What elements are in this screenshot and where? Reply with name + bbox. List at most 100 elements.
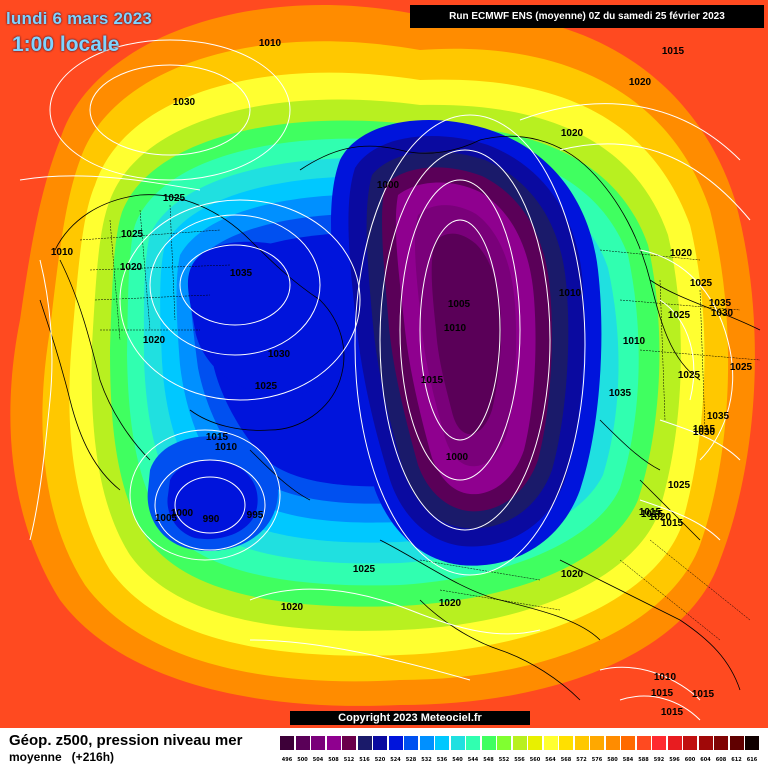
legend-label: 592 [653, 757, 665, 763]
legend-label: 576 [591, 757, 603, 763]
legend-swatch [481, 736, 496, 750]
pressure-label: 1015 [651, 688, 674, 699]
legend-swatch [280, 736, 294, 750]
legend-swatch [528, 736, 542, 750]
legend-label: 524 [390, 757, 401, 763]
legend-label: 500 [297, 757, 308, 763]
eurasian-trough [331, 120, 602, 566]
legend-swatch [605, 736, 620, 750]
pressure-label: 990 [203, 514, 220, 525]
borders [79, 204, 761, 641]
legend-swatch [621, 736, 635, 750]
pressure-label: 1020 [649, 512, 672, 523]
pressure-label: 1015 [661, 707, 684, 718]
legend-label: 548 [483, 757, 494, 763]
pressure-label: 1035 [609, 388, 632, 399]
legend-label: 516 [359, 757, 370, 763]
legend-swatch [559, 736, 573, 750]
legend-swatch [295, 736, 310, 750]
pressure-label: 995 [247, 510, 264, 521]
pressure-label: 1015 [639, 507, 662, 518]
product-subtitle: moyenne (+216h) [9, 750, 115, 764]
pressure-label: 1020 [143, 335, 166, 346]
isobars [19, 39, 751, 721]
pressure-label: 1010 [654, 672, 677, 683]
legend-swatch [652, 736, 666, 750]
pressure-label: 1025 [121, 229, 144, 240]
legend-swatch [466, 736, 480, 750]
pressure-label: 1025 [255, 381, 278, 392]
pressure-label: 1010 [215, 442, 238, 453]
pressure-label: 1005 [155, 513, 178, 524]
pressure-label: 1015 [661, 518, 684, 529]
pressure-label: 1035 [707, 411, 730, 422]
legend-label: 540 [452, 757, 463, 763]
legend-swatch [435, 736, 449, 750]
legend-swatch [667, 736, 682, 750]
legend-swatch [388, 736, 403, 750]
pressure-label: 1020 [629, 77, 652, 88]
legend-label: 580 [607, 757, 618, 763]
pressure-label: 1005 [448, 299, 471, 310]
legend-label: 504 [312, 757, 324, 763]
pressure-label: 1015 [662, 46, 685, 57]
pressure-label: 1010 [559, 288, 582, 299]
pressure-label: 1015 [206, 432, 229, 443]
legend-label: 560 [529, 757, 541, 763]
legend-label: 588 [638, 757, 649, 763]
pressure-labels: 1010 1030 1025 1025 1020 1010 1035 1020 1030 1025… [51, 38, 753, 718]
pressure-label: 1030 [268, 349, 291, 360]
forecast-date: lundi 6 mars 2023 [6, 9, 153, 28]
pressure-label: 1035 [709, 298, 732, 309]
legend-swatch [357, 736, 372, 750]
forecast-hour: 1:00 locale [12, 33, 120, 56]
legend-swatch [574, 736, 589, 750]
pressure-label: 1010 [259, 38, 282, 49]
pressure-label: 1010 [444, 323, 467, 334]
legend-label: 600 [684, 757, 696, 763]
coastlines [39, 135, 761, 701]
pressure-label: 1020 [439, 598, 462, 609]
pressure-label: 1025 [730, 362, 753, 373]
legend-label: 608 [715, 757, 727, 763]
pressure-label: 1015 [421, 375, 444, 386]
legend-swatch [497, 736, 511, 750]
legend-label: 544 [467, 757, 479, 763]
legend-swatch [326, 736, 341, 750]
legend-swatch [745, 736, 759, 750]
legend-label: 596 [669, 757, 680, 763]
pressure-label: 1000 [377, 180, 400, 191]
geopotential-map: 1010 1030 1025 1025 1020 1010 1035 1020 1030 1025… [0, 0, 768, 728]
pressure-label: 1020 [561, 569, 584, 580]
legend-swatch [342, 736, 356, 750]
legend-swatch [714, 736, 728, 750]
pressure-label: 1010 [51, 247, 74, 258]
legend-swatch [543, 736, 558, 750]
legend-swatch [698, 736, 713, 750]
pressure-label: 1025 [678, 370, 701, 381]
legend-swatch [636, 736, 651, 750]
pressure-label: 1000 [171, 508, 194, 519]
pressure-label: 1010 [623, 336, 646, 347]
pressure-label: 1025 [668, 480, 691, 491]
legend-label: 572 [576, 757, 587, 763]
legend-label: 496 [281, 757, 293, 763]
legend-label: 552 [498, 757, 510, 763]
pressure-label: 1030 [711, 308, 734, 319]
legend-swatch [590, 736, 604, 750]
legend-label: 520 [374, 757, 386, 763]
legend-label: 564 [545, 757, 556, 763]
pressure-label: 1020 [670, 248, 693, 259]
pressure-label: 1020 [561, 128, 584, 139]
legend-swatch [419, 736, 434, 750]
arctic-trough [187, 241, 356, 396]
legend-label: 536 [436, 757, 448, 763]
legend-swatch [404, 736, 418, 750]
pressure-label: 1020 [281, 602, 304, 613]
legend-swatch [683, 736, 697, 750]
legend-label: 508 [328, 757, 339, 763]
legend-label: 612 [731, 757, 742, 763]
pressure-label: 1035 [230, 268, 253, 279]
pressure-label: 1025 [163, 193, 186, 204]
legend-swatch [373, 736, 387, 750]
